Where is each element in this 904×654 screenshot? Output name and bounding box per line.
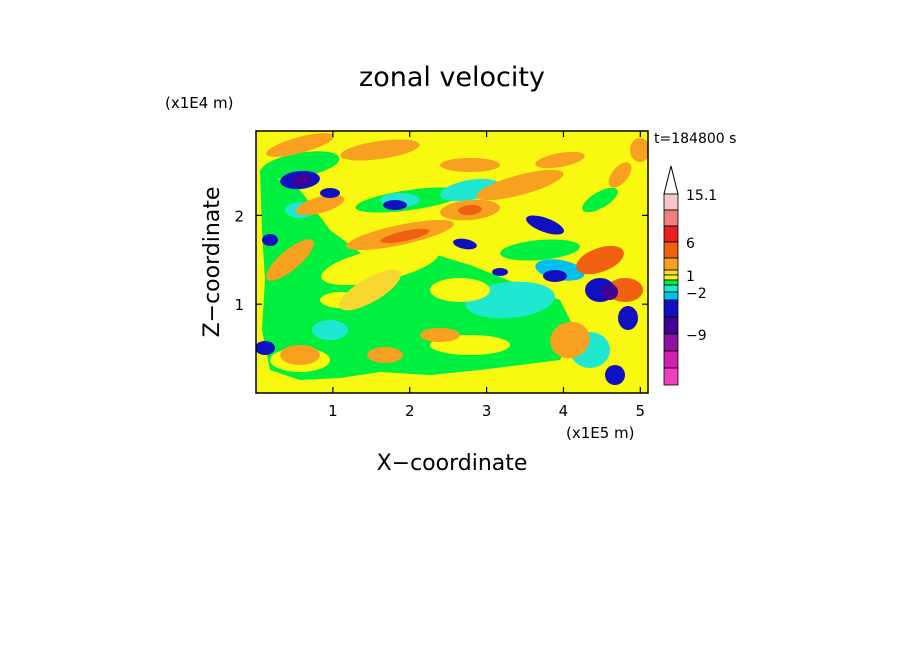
field-region: [367, 347, 403, 363]
field-region: [535, 151, 585, 169]
field-region: [295, 194, 345, 216]
colorbar-swatch: [663, 284, 679, 293]
field-region: [492, 268, 508, 276]
field-region: [500, 239, 580, 261]
field-region: [256, 385, 648, 393]
y-axis: 12: [234, 207, 648, 314]
colorbar-swatch: [663, 367, 679, 386]
field-region: [458, 204, 482, 216]
field-region: [576, 245, 624, 275]
field-region: [321, 244, 439, 286]
field-region: [420, 328, 460, 342]
field-region: [605, 365, 625, 385]
colorbar-swatch: [663, 279, 679, 286]
chart-title: zonal velocity: [359, 62, 545, 93]
colorbar-swatch: [663, 257, 679, 271]
colorbar-swatch: [663, 274, 679, 281]
field-region: [262, 234, 278, 246]
y-axis-label: Z−coordinate: [200, 187, 225, 338]
y-tick-label: 1: [234, 296, 244, 314]
field-region: [320, 188, 340, 198]
field-region: [526, 215, 564, 235]
field-region: [430, 278, 490, 302]
x-tick-label: 1: [328, 402, 338, 420]
field-region: [602, 284, 618, 300]
colorbar-swatch: [663, 299, 679, 318]
time-label: t=184800 s: [654, 131, 736, 147]
colorbar-label: 15.1: [686, 188, 717, 204]
x-tick-label: 2: [405, 402, 415, 420]
field-region: [476, 169, 564, 201]
field-region: [608, 162, 632, 188]
x-tick-label: 3: [482, 402, 492, 420]
contour-field: [256, 131, 648, 393]
colorbar-swatch: [663, 316, 679, 335]
field-region: [380, 228, 430, 244]
field-region: [260, 151, 340, 179]
colorbar-swatch: [663, 333, 679, 352]
colorbar: 15.1 6 1−2 −9: [663, 165, 717, 386]
field-region: [630, 138, 648, 162]
colorbar-swatch: [663, 225, 679, 243]
colorbar-label: 1: [686, 269, 695, 285]
x-tick-label: 4: [559, 402, 569, 420]
field-region: [550, 321, 590, 359]
colorbar-swatch: [663, 193, 679, 211]
field-region: [266, 239, 314, 281]
field-region: [440, 158, 500, 172]
x-unit-label: (x1E5 m): [566, 424, 635, 442]
x-axis-label: X−coordinate: [377, 451, 528, 476]
x-axis: 1 2 3 4 5: [328, 131, 645, 420]
colorbar-swatch: [663, 241, 679, 259]
colorbar-swatch: [663, 291, 679, 301]
field-region: [543, 270, 567, 282]
field-region: [292, 174, 312, 186]
field-region: [256, 341, 275, 355]
field-region: [312, 320, 348, 340]
colorbar-swatch: [663, 209, 679, 227]
colorbar-swatch: [663, 350, 679, 369]
field-region: [582, 187, 618, 213]
colorbar-extend-arrow: [663, 165, 679, 195]
colorbar-label: −2: [686, 286, 707, 302]
plot-frame: [255, 130, 649, 394]
colorbar-swatch: [663, 269, 679, 276]
field-region: [453, 238, 477, 250]
field-region: [266, 133, 334, 157]
x-tick-label: 5: [636, 402, 646, 420]
y-tick-label: 2: [234, 207, 244, 225]
field-region: [340, 139, 420, 161]
field-region: [280, 345, 320, 365]
field-region: [383, 200, 407, 210]
field-region: [339, 269, 401, 311]
colorbar-label: −9: [686, 328, 707, 344]
y-unit-label: (x1E4 m): [165, 94, 234, 112]
field-region: [618, 306, 638, 330]
colorbar-label: 6: [686, 236, 695, 252]
